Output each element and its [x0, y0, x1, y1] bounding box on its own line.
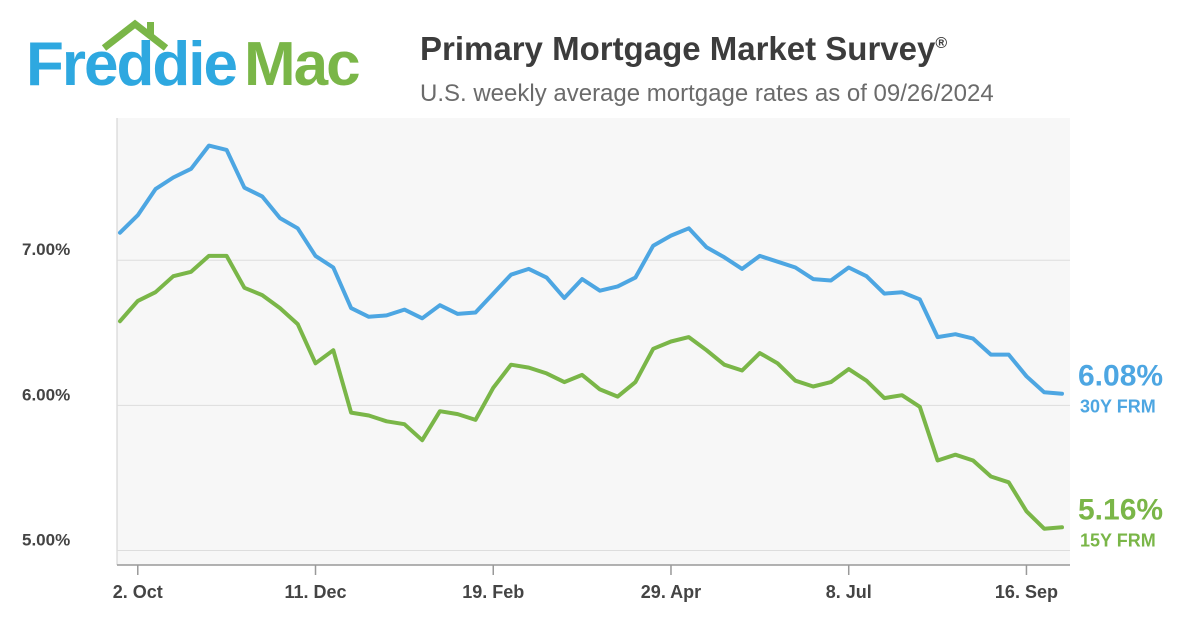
house-roof-icon: [101, 19, 169, 51]
series-line-30y: [118, 143, 1064, 396]
chart-subtitle: U.S. weekly average mortgage rates as of…: [420, 80, 994, 107]
series-name-label: 15Y FRM: [1080, 530, 1156, 550]
logo-mac: Mac: [243, 30, 361, 99]
x-tick-label: 11. Dec: [284, 582, 346, 602]
x-tick-label: 16. Sep: [995, 582, 1058, 602]
plot-area: [117, 118, 1070, 565]
logo-freddie: Freddie: [26, 30, 238, 99]
x-tick-label: 19. Feb: [462, 582, 524, 602]
registered-mark: ®: [935, 35, 948, 52]
y-tick-label: 7.00%: [22, 240, 70, 259]
chart-title-text: Primary Mortgage Market Survey: [420, 30, 936, 67]
series-line-15y: [118, 253, 1064, 531]
x-tick-label: 2. Oct: [113, 582, 163, 602]
y-tick-label: 6.00%: [22, 385, 70, 404]
freddie-mac-logo: Freddie Mac: [26, 18, 386, 108]
x-tick-label: 29. Apr: [641, 582, 701, 602]
y-tick-label: 5.00%: [22, 530, 70, 549]
chart-title: Primary Mortgage Market Survey®: [420, 30, 947, 68]
end-value-label: 6.08%: [1078, 360, 1163, 393]
end-value-label: 5.16%: [1078, 493, 1163, 526]
x-tick-label: 8. Jul: [826, 582, 872, 602]
logo-wordmark: Freddie Mac: [26, 34, 361, 96]
series-name-label: 30Y FRM: [1080, 397, 1156, 417]
